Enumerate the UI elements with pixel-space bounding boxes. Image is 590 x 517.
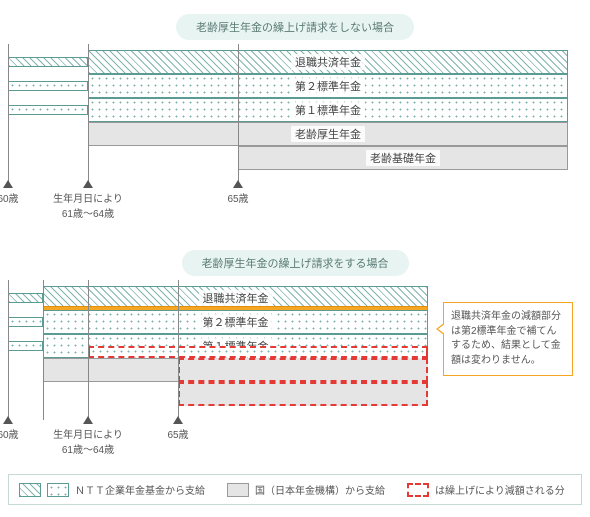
section1-title: 老齢厚生年金の繰上げ請求をしない場合 bbox=[176, 14, 414, 40]
swatch-hatch bbox=[19, 483, 41, 497]
age-gridline bbox=[238, 44, 239, 184]
marker-label: 生年月日により 61歳～64歳 bbox=[48, 190, 128, 220]
callout-note: 退職共済年金の減額部分は第2標準年金で補てんするため、結果として金額は変わりませ… bbox=[443, 302, 573, 376]
marker-65: 65歳 bbox=[138, 416, 218, 441]
pension-bar-label: 老齢厚生年金 bbox=[291, 126, 365, 142]
preband-row bbox=[8, 341, 43, 352]
age-gridline bbox=[8, 280, 9, 420]
marker-triangle-icon bbox=[3, 180, 13, 188]
reduced-region bbox=[178, 382, 428, 406]
preband-row bbox=[8, 317, 43, 328]
reduced-region bbox=[88, 346, 428, 358]
marker-triangle-icon bbox=[83, 416, 93, 424]
age-gridline bbox=[88, 44, 89, 184]
preband-row bbox=[8, 105, 88, 116]
marker-triangle-icon bbox=[173, 416, 183, 424]
pension-bar-label: 老齢基礎年金 bbox=[366, 150, 440, 166]
age-gridline bbox=[88, 280, 89, 420]
age-gridline bbox=[178, 280, 179, 420]
marker-label: 65歳 bbox=[138, 426, 218, 441]
marker-triangle-icon bbox=[83, 180, 93, 188]
marker-65: 65歳 bbox=[198, 180, 278, 205]
marker-60: 60歳 bbox=[0, 180, 48, 205]
age-gridline bbox=[8, 44, 9, 184]
reduced-region bbox=[178, 358, 428, 382]
marker-triangle-icon bbox=[233, 180, 243, 188]
legend-ntt: ＮＴＴ企業年金基金から支給 bbox=[75, 482, 205, 497]
pension-bar-label: 退職共済年金 bbox=[199, 290, 273, 306]
diagram-with-advance: 退職共済年金第２標準年金第１標準年金老齢厚生年金老齢基礎年金 退職共済年金の減額… bbox=[8, 286, 583, 458]
marker-birth: 生年月日により 61歳～64歳 bbox=[48, 180, 128, 220]
preband-row bbox=[8, 57, 88, 68]
pension-bar: 老齢厚生年金 bbox=[88, 122, 568, 146]
marker-birth: 生年月日により 61歳～64歳 bbox=[48, 416, 128, 456]
marker-label: 60歳 bbox=[0, 190, 48, 205]
marker-label: 60歳 bbox=[0, 426, 48, 441]
preband-row bbox=[8, 293, 43, 304]
pension-bar: 退職共済年金 bbox=[88, 50, 568, 74]
swatch-red bbox=[407, 483, 429, 497]
pension-bar-label: 第２標準年金 bbox=[291, 78, 365, 94]
pension-bar: 老齢基礎年金 bbox=[238, 146, 568, 170]
pension-bar-label: 第１標準年金 bbox=[291, 102, 365, 118]
pension-bar: 第２標準年金 bbox=[43, 310, 428, 334]
pension-bar: 第１標準年金 bbox=[88, 98, 568, 122]
pension-bar-label: 第２標準年金 bbox=[199, 314, 273, 330]
swatch-dots bbox=[47, 483, 69, 497]
marker-label: 65歳 bbox=[198, 190, 278, 205]
marker-triangle-icon bbox=[3, 416, 13, 424]
legend-red: は繰上げにより減額される分 bbox=[435, 482, 565, 497]
marker-label: 生年月日により 61歳～64歳 bbox=[48, 426, 128, 456]
section2-title: 老齢厚生年金の繰上げ請求をする場合 bbox=[182, 250, 409, 276]
legend: ＮＴＴ企業年金基金から支給 国（日本年金機構）から支給 は繰上げにより減額される… bbox=[8, 474, 582, 505]
diagram-no-advance: 退職共済年金第２標準年金第１標準年金老齢厚生年金老齢基礎年金 60歳生年月日によ… bbox=[8, 50, 568, 222]
preband-row bbox=[8, 81, 88, 92]
pension-bar-label: 退職共済年金 bbox=[291, 54, 365, 70]
legend-gov: 国（日本年金機構）から支給 bbox=[255, 482, 385, 497]
marker-60: 60歳 bbox=[0, 416, 48, 441]
swatch-gray bbox=[227, 483, 249, 497]
pension-bar: 第２標準年金 bbox=[88, 74, 568, 98]
age-gridline bbox=[43, 280, 44, 420]
